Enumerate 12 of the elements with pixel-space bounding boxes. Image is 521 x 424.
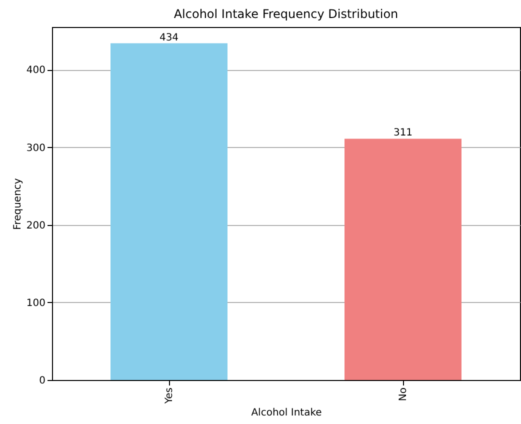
y-tick-label: 100 [26, 298, 46, 309]
data-label: 434 [159, 32, 179, 44]
data-label: 311 [393, 128, 413, 139]
x-axis-title: Alcohol Intake [251, 408, 322, 419]
y-tick-label: 0 [39, 376, 46, 386]
x-tick-label: Yes [164, 388, 175, 405]
chart-title: Alcohol Intake Frequency Distribution [174, 7, 398, 21]
y-axis-title: Frequency [12, 178, 24, 230]
y-tick-label: 300 [26, 142, 46, 154]
y-tick-label: 400 [26, 65, 46, 76]
x-tick-label: No [398, 388, 409, 402]
y-tick-label: 200 [26, 220, 46, 232]
